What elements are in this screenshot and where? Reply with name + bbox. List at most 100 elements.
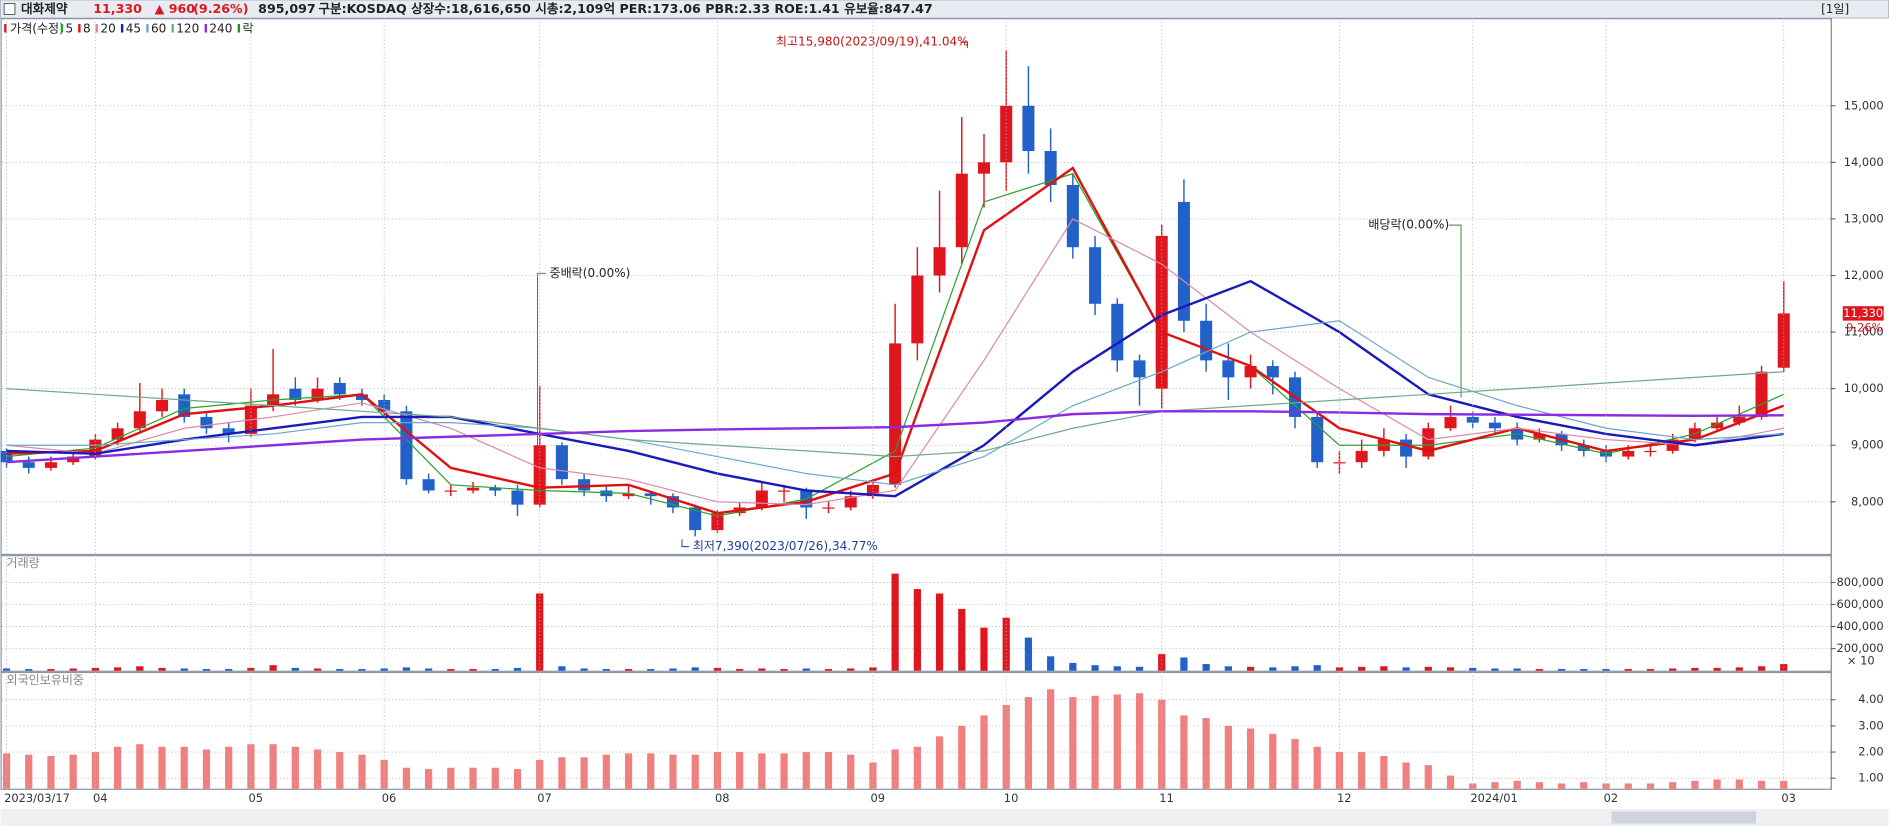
x-tick-label: 12 bbox=[1337, 791, 1352, 805]
bar bbox=[536, 759, 544, 789]
annotation: 최저7,390(2023/07/26),34.77% bbox=[693, 539, 878, 553]
candle-body bbox=[1089, 247, 1102, 304]
scroll-thumb[interactable] bbox=[1611, 811, 1757, 824]
bar bbox=[1380, 666, 1388, 671]
bar bbox=[602, 754, 610, 789]
legend-entry: 45 bbox=[126, 21, 141, 35]
candle-body bbox=[222, 428, 235, 434]
bar bbox=[313, 749, 322, 789]
bar bbox=[1446, 775, 1455, 789]
bar bbox=[202, 669, 211, 671]
bar bbox=[935, 736, 944, 789]
candle-body bbox=[1244, 366, 1257, 378]
candle-body bbox=[111, 428, 124, 440]
candle-body bbox=[1577, 445, 1590, 451]
bar bbox=[47, 755, 55, 789]
bar bbox=[691, 667, 699, 671]
candle-body bbox=[755, 490, 768, 508]
bar bbox=[1091, 695, 1099, 789]
bar bbox=[913, 589, 921, 671]
x-tick-label: 02 bbox=[1604, 791, 1619, 805]
candle-body bbox=[555, 445, 568, 480]
bar bbox=[824, 669, 833, 671]
y-tick-label: 8,000 bbox=[1851, 494, 1884, 508]
bar bbox=[2, 668, 11, 671]
bar bbox=[624, 753, 633, 789]
candle-body bbox=[133, 411, 146, 429]
bar bbox=[447, 669, 455, 671]
y-tick-label: 800,000 bbox=[1836, 575, 1883, 589]
bar bbox=[1335, 667, 1344, 671]
bar bbox=[1757, 666, 1766, 671]
bar bbox=[336, 669, 344, 671]
scrollbar[interactable] bbox=[0, 809, 1889, 826]
bar bbox=[1180, 715, 1188, 789]
y-tick-label: 10,000 bbox=[1844, 381, 1884, 395]
bar bbox=[669, 754, 677, 789]
legend-entry: 5 bbox=[66, 21, 74, 35]
bar bbox=[1491, 782, 1499, 789]
bar bbox=[1669, 782, 1677, 789]
bar bbox=[1269, 733, 1277, 789]
y-tick-label: 14,000 bbox=[1844, 155, 1884, 169]
checkbox[interactable] bbox=[3, 3, 16, 15]
y-tick-label: 12,000 bbox=[1844, 268, 1884, 282]
bar bbox=[802, 752, 810, 789]
bar bbox=[847, 754, 855, 789]
candle-body bbox=[511, 490, 524, 505]
annotation-arrow bbox=[681, 539, 690, 548]
x-tick-label: 07 bbox=[537, 791, 552, 805]
bar bbox=[891, 749, 899, 789]
x-tick-label: 05 bbox=[248, 791, 263, 805]
bar bbox=[180, 746, 188, 789]
bar bbox=[1291, 666, 1299, 671]
y-tick-label: 2.00 bbox=[1858, 745, 1883, 759]
bar bbox=[69, 668, 77, 671]
candle-body bbox=[422, 479, 435, 491]
candle-body bbox=[578, 479, 591, 491]
candle-body bbox=[1311, 416, 1324, 463]
legend-marker bbox=[237, 24, 241, 33]
legend-marker bbox=[204, 24, 207, 33]
bar bbox=[958, 725, 966, 789]
bar bbox=[513, 769, 522, 789]
bar bbox=[1513, 780, 1521, 789]
x-tick-label: 06 bbox=[382, 791, 397, 805]
bar bbox=[1713, 779, 1721, 789]
change: ▲ 960 bbox=[155, 1, 196, 16]
bar bbox=[1024, 697, 1033, 789]
y-tick-label: 15,000 bbox=[1844, 98, 1884, 112]
candle-body bbox=[1266, 366, 1279, 378]
bar bbox=[1646, 783, 1655, 789]
bar bbox=[1380, 755, 1388, 789]
candle-body bbox=[889, 343, 902, 485]
annotation: 배당락(0.00%) bbox=[1368, 218, 1449, 232]
bar bbox=[1047, 689, 1055, 789]
y-tick-label: 400,000 bbox=[1836, 619, 1883, 633]
bar bbox=[1624, 783, 1632, 789]
bar bbox=[647, 669, 655, 671]
x-tick-label: 11 bbox=[1159, 791, 1174, 805]
y-tick-label: 600,000 bbox=[1836, 597, 1883, 611]
legend-marker bbox=[120, 24, 124, 33]
ma-line bbox=[6, 218, 1784, 506]
bar bbox=[736, 669, 744, 671]
ma-line bbox=[6, 320, 1784, 486]
candle-body bbox=[977, 162, 991, 174]
legend-entry: 락 bbox=[243, 21, 254, 35]
candle-body bbox=[1022, 105, 1035, 152]
bar bbox=[25, 754, 33, 789]
bar bbox=[1313, 665, 1321, 671]
candle-body bbox=[1400, 439, 1413, 457]
bar bbox=[25, 669, 33, 671]
bar bbox=[358, 754, 366, 789]
legend-marker bbox=[78, 24, 81, 33]
bar bbox=[469, 767, 477, 789]
period[interactable]: [1일] bbox=[1821, 2, 1849, 16]
candle-body bbox=[644, 493, 657, 497]
bar bbox=[1135, 666, 1144, 671]
bar bbox=[1513, 668, 1521, 671]
bar bbox=[1091, 665, 1099, 671]
bar bbox=[602, 669, 610, 671]
bar bbox=[225, 669, 233, 671]
